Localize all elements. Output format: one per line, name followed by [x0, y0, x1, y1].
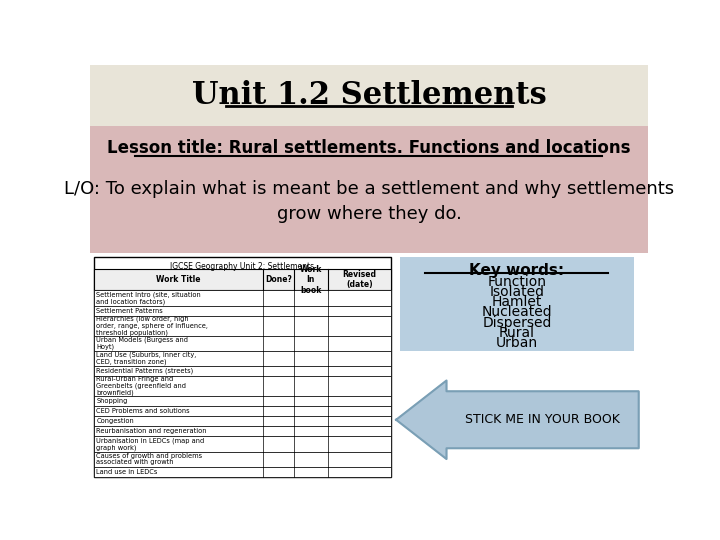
- Bar: [400, 257, 634, 351]
- Text: Land Use (Suburbs, inner city,
CED, transition zone): Land Use (Suburbs, inner city, CED, tran…: [96, 352, 197, 365]
- Bar: [94, 406, 391, 416]
- Text: Work
In
book: Work In book: [300, 265, 322, 294]
- Bar: [90, 126, 648, 253]
- Text: Shopping: Shopping: [96, 398, 127, 404]
- Bar: [94, 315, 391, 336]
- Text: Function: Function: [487, 275, 546, 289]
- Text: CED Problems and solutions: CED Problems and solutions: [96, 408, 190, 414]
- Text: Lesson title: Rural settlements. Functions and locations: Lesson title: Rural settlements. Functio…: [107, 139, 631, 157]
- Text: Rural: Rural: [499, 326, 535, 340]
- Text: Isolated: Isolated: [490, 285, 544, 299]
- Bar: [94, 376, 391, 396]
- Bar: [94, 366, 391, 376]
- Bar: [94, 306, 391, 315]
- Text: Land use in LEDCs: Land use in LEDCs: [96, 469, 158, 475]
- Bar: [94, 257, 391, 477]
- Bar: [94, 436, 391, 451]
- Text: IGCSE Geography Unit 2: Settlements: IGCSE Geography Unit 2: Settlements: [170, 262, 315, 271]
- Bar: [94, 269, 391, 291]
- Bar: [94, 291, 391, 306]
- Text: Hierarchies (low order, high
order, range, sphere of influence,
threshold popula: Hierarchies (low order, high order, rang…: [96, 316, 208, 336]
- Bar: [94, 451, 391, 467]
- Text: Settlement Patterns: Settlement Patterns: [96, 308, 163, 314]
- Text: Nucleated: Nucleated: [482, 305, 552, 319]
- Text: STICK ME IN YOUR BOOK: STICK ME IN YOUR BOOK: [465, 413, 620, 426]
- Bar: [94, 416, 391, 427]
- Bar: [94, 467, 391, 477]
- Text: Congestion: Congestion: [96, 418, 134, 424]
- Text: L/O: To explain what is meant be a settlement and why settlements
grow where the: L/O: To explain what is meant be a settl…: [64, 180, 674, 222]
- Text: Revised
(date): Revised (date): [342, 270, 377, 289]
- Text: Urban Models (Burgess and
Hoyt): Urban Models (Burgess and Hoyt): [96, 336, 188, 350]
- Bar: [90, 65, 648, 126]
- Text: Residential Patterns (streets): Residential Patterns (streets): [96, 368, 194, 374]
- Bar: [94, 336, 391, 351]
- Bar: [90, 253, 648, 481]
- Text: Urban: Urban: [496, 336, 538, 350]
- Text: Key words:: Key words:: [469, 264, 564, 279]
- Text: Rural-Urban Fringe and
Greenbelts (greenfield and
brownfield): Rural-Urban Fringe and Greenbelts (green…: [96, 376, 186, 396]
- Text: Done?: Done?: [265, 275, 292, 284]
- Bar: [94, 396, 391, 406]
- Text: Causes of growth and problems
associated with growth: Causes of growth and problems associated…: [96, 453, 202, 465]
- Text: Work Title: Work Title: [156, 275, 201, 284]
- Text: Hamlet: Hamlet: [492, 295, 542, 309]
- Bar: [94, 427, 391, 436]
- Text: Reurbanisation and regeneration: Reurbanisation and regeneration: [96, 428, 207, 434]
- Text: Unit 1.2 Settlements: Unit 1.2 Settlements: [192, 80, 546, 111]
- Text: Settlement Intro (site, situation
and location factors): Settlement Intro (site, situation and lo…: [96, 291, 201, 305]
- Polygon shape: [396, 381, 639, 459]
- Bar: [94, 351, 391, 366]
- Text: Urbanisation in LEDCs (map and
graph work): Urbanisation in LEDCs (map and graph wor…: [96, 437, 204, 451]
- Text: Dispersed: Dispersed: [482, 315, 552, 329]
